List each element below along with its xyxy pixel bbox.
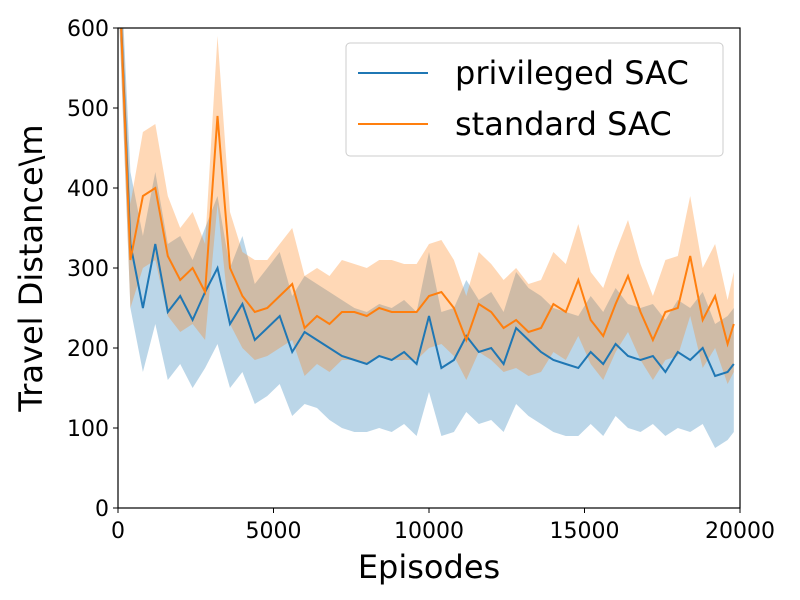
legend-label: privileged SAC	[455, 54, 689, 92]
line	[120, 28, 735, 378]
x-tick-label: 10000	[394, 519, 464, 544]
legend: privileged SAC standard SAC	[345, 42, 724, 157]
confidence-band	[119, 28, 734, 448]
y-tick-label: 100	[67, 417, 109, 442]
confidence-band	[119, 28, 734, 384]
plot-area	[119, 28, 735, 448]
line	[120, 28, 735, 348]
legend-label: standard SAC	[455, 105, 672, 143]
x-tick-label: 20000	[705, 519, 775, 544]
x-tick-label: 15000	[550, 519, 620, 544]
y-axis-label: Travel Distance\m	[12, 124, 50, 412]
x-tick-label: 0	[111, 519, 125, 544]
legend-box	[345, 42, 724, 157]
y-tick-label: 300	[67, 257, 109, 282]
x-tick-label: 5000	[246, 519, 302, 544]
y-tick-label: 200	[67, 337, 109, 362]
y-tick-label: 400	[67, 177, 109, 202]
y-tick-label: 600	[67, 17, 109, 42]
x-axis-label: Episodes	[358, 548, 500, 586]
y-tick-label: 0	[95, 497, 109, 522]
y-tick-label: 500	[67, 97, 109, 122]
